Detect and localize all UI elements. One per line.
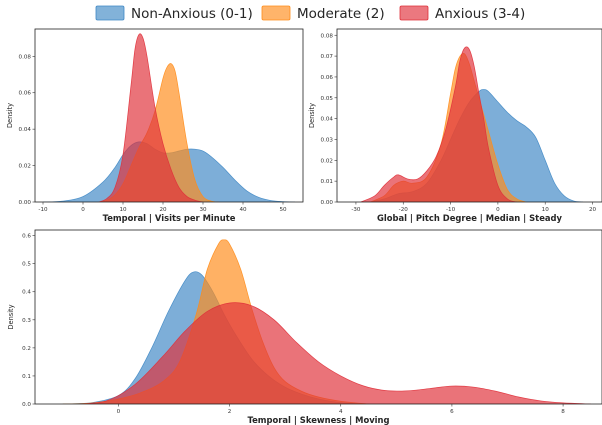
x-tick-label: 10	[542, 207, 550, 213]
legend-label-anxious: Anxious (3-4)	[435, 6, 525, 22]
x-tick-label: -10	[446, 207, 456, 213]
x-axis-label: Temporal | Visits per Minute	[103, 213, 236, 223]
y-tick-label: 0.4	[22, 290, 31, 296]
x-tick-label: 40	[239, 207, 247, 213]
legend: Non-Anxious (0-1) Moderate (2) Anxious (…	[95, 5, 525, 22]
x-tick-label: 0	[496, 207, 500, 213]
x-tick-label: -30	[351, 207, 361, 213]
panel-pitch-degree: -30 -20 -10 0 10 20 0.00 0.01 0.02 0.03 0.04 0.05 0.…	[308, 28, 602, 223]
y-tick-label: 0.04	[19, 127, 32, 133]
x-tick-label: 4	[339, 409, 343, 415]
y-tick-label: 0.00	[321, 200, 334, 206]
x-tick-label: 10	[119, 207, 127, 213]
y-tick-label: 0.08	[321, 33, 334, 39]
x-tick-label: 50	[279, 207, 287, 213]
kde-area-anxious	[98, 33, 204, 202]
y-tick-label: 0.5	[22, 262, 31, 268]
x-tick-label: 30	[199, 207, 207, 213]
kde-area-anxious	[360, 46, 517, 202]
x-tick-label: 8	[561, 409, 565, 415]
x-axis-label: Global | Pitch Degree | Median | Steady	[377, 213, 563, 223]
y-tick-label: 0.06	[19, 91, 32, 97]
y-axis-label: Density	[308, 103, 316, 128]
x-tick-label: -20	[399, 207, 409, 213]
y-axis-label: Density	[7, 304, 15, 329]
panel-visits-per-minute: -10 0 10 20 30 40 50 0.00 0.02 0.04 0.06 0.08 Densit…	[6, 28, 304, 223]
panel-skewness-moving: 0 2 4 6 8 0.0 0.1 0.2 0.3 0.4 0.5 0.6 Density Tempora…	[7, 229, 602, 425]
y-tick-label: 0.03	[321, 137, 334, 143]
legend-entry-moderate: Moderate (2)	[261, 5, 385, 22]
x-tick-label: 20	[159, 207, 167, 213]
legend-entry-anxious: Anxious (3-4)	[399, 5, 525, 22]
y-axis-label: Density	[6, 103, 14, 128]
axes-frame	[34, 28, 304, 203]
axes-frame	[34, 229, 602, 405]
y-tick-label: 0.01	[321, 179, 334, 185]
legend-swatch-anxious	[399, 5, 429, 21]
y-tick-label: 0.02	[19, 164, 31, 170]
y-tick-label: 0.2	[22, 346, 31, 352]
y-tick-label: 0.08	[19, 54, 32, 60]
y-tick-label: 0.3	[22, 318, 31, 324]
legend-swatch-moderate	[261, 5, 291, 21]
plot-area	[42, 33, 296, 202]
x-tick-label: 6	[450, 409, 454, 415]
legend-label-non-anxious: Non-Anxious (0-1)	[131, 6, 253, 22]
x-tick-label: 2	[228, 409, 232, 415]
x-axis-label: Temporal | Skewness | Moving	[248, 415, 390, 425]
x-tick-label: 0	[117, 409, 121, 415]
axes-frame	[336, 28, 602, 203]
y-tick-label: 0.1	[22, 374, 31, 380]
x-tick-label: -10	[38, 207, 48, 213]
y-tick-label: 0.05	[321, 96, 334, 102]
x-tick-label: 20	[589, 207, 597, 213]
y-tick-label: 0.00	[19, 200, 32, 206]
plot-area	[360, 46, 584, 202]
y-tick-label: 0.02	[321, 158, 333, 164]
x-tick-label: 0	[81, 207, 85, 213]
plot-area	[62, 239, 591, 404]
y-tick-label: 0.04	[321, 117, 334, 123]
y-tick-label: 0.6	[22, 234, 31, 240]
legend-label-moderate: Moderate (2)	[297, 6, 385, 22]
legend-swatch-non-anxious	[95, 5, 125, 21]
y-tick-label: 0.07	[321, 54, 334, 60]
y-tick-label: 0.0	[22, 402, 31, 408]
legend-entry-non-anxious: Non-Anxious (0-1)	[95, 5, 253, 22]
kde-area-anxious	[79, 302, 591, 404]
y-tick-label: 0.06	[321, 75, 334, 81]
